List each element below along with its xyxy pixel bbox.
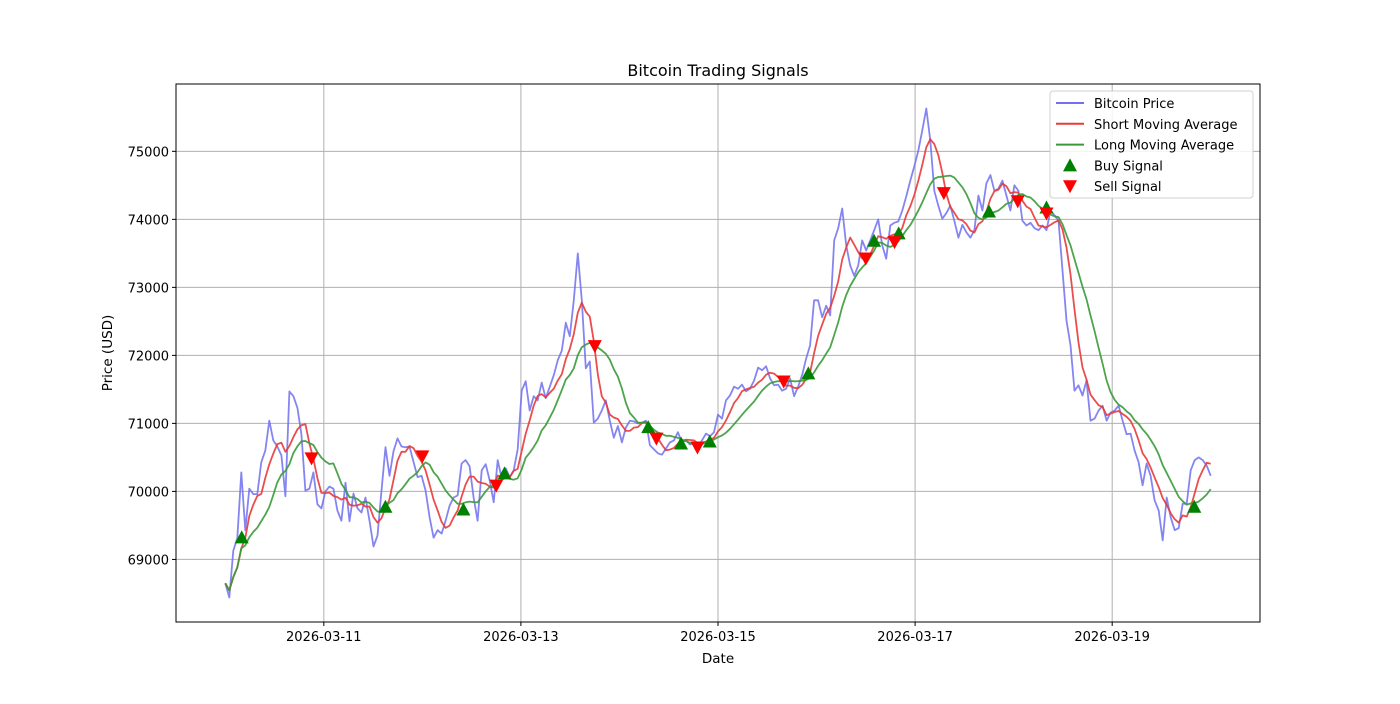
sell-signal-marker — [858, 252, 873, 266]
sell-signal-marker — [887, 236, 902, 250]
chart-title: Bitcoin Trading Signals — [627, 61, 808, 80]
buy-signal-marker — [674, 436, 689, 450]
bitcoin-price-line — [224, 107, 1212, 599]
buy-signal-marker — [982, 204, 996, 218]
x-axis-label: Date — [702, 651, 734, 667]
y-tick-label: 71000 — [128, 417, 169, 432]
x-tick-label: 2026-03-13 — [483, 630, 559, 645]
axis-ticks: 2026-03-11 2026-03-13 2026-03-15 2026-03-17… — [128, 145, 1150, 645]
legend-bitcoin-price-label: Bitcoin Price — [1094, 97, 1174, 112]
buy-signal-marker — [891, 226, 906, 240]
legend-buy-signal-marker — [1063, 158, 1077, 172]
grid-lines — [176, 84, 1260, 622]
x-tick-label: 2026-03-19 — [1074, 630, 1150, 645]
sell-signal-marker — [1039, 207, 1054, 221]
y-axis-label: Price (USD) — [100, 315, 116, 392]
y-tick-label: 74000 — [128, 213, 169, 228]
legend-box — [1049, 90, 1254, 199]
buy-signal-marker — [497, 466, 512, 480]
legend-sell-signal-label: Sell Signal — [1094, 180, 1162, 195]
legend-short-moving-average-label: Short Moving Average — [1094, 118, 1238, 133]
legend: Bitcoin Price Short Moving Average Long Mo… — [1049, 90, 1254, 199]
sell-signal-marker — [776, 375, 791, 389]
sell-signal-marker — [587, 340, 602, 354]
buy-signal-marker — [456, 502, 471, 516]
buy-signal-marker — [1187, 499, 1202, 513]
buy-signal-marker — [801, 366, 816, 380]
buy-signal-marker — [378, 499, 393, 513]
y-tick-label: 69000 — [128, 553, 169, 568]
x-tick-label: 2026-03-15 — [680, 630, 756, 645]
x-tick-label: 2026-03-17 — [877, 630, 953, 645]
sell-signal-marker — [489, 479, 504, 493]
y-tick-label: 75000 — [128, 145, 169, 160]
plot-area — [224, 107, 1212, 599]
buy-signal-marker — [867, 233, 882, 247]
buy-signal-marker — [702, 434, 717, 448]
sell-signal-marker — [415, 450, 430, 464]
x-tick-label: 2026-03-11 — [286, 630, 362, 645]
legend-sell-signal-marker — [1063, 180, 1077, 194]
buy-signal-marker — [234, 530, 249, 544]
sell-signal-marker — [1010, 195, 1025, 209]
buy-signal-marker — [641, 420, 656, 434]
short-moving-average-line — [224, 138, 1211, 592]
axes-frame — [175, 83, 1261, 623]
y-tick-label: 70000 — [128, 485, 169, 500]
y-tick-label: 72000 — [128, 349, 169, 364]
sell-signal-marker — [936, 187, 951, 201]
y-tick-label: 73000 — [128, 281, 169, 296]
sell-signal-marker — [304, 452, 319, 466]
legend-buy-signal-label: Buy Signal — [1094, 159, 1163, 174]
sell-signal-marker — [649, 432, 664, 446]
legend-long-moving-average-label: Long Moving Average — [1094, 139, 1234, 154]
sell-signal-marker — [690, 441, 705, 455]
